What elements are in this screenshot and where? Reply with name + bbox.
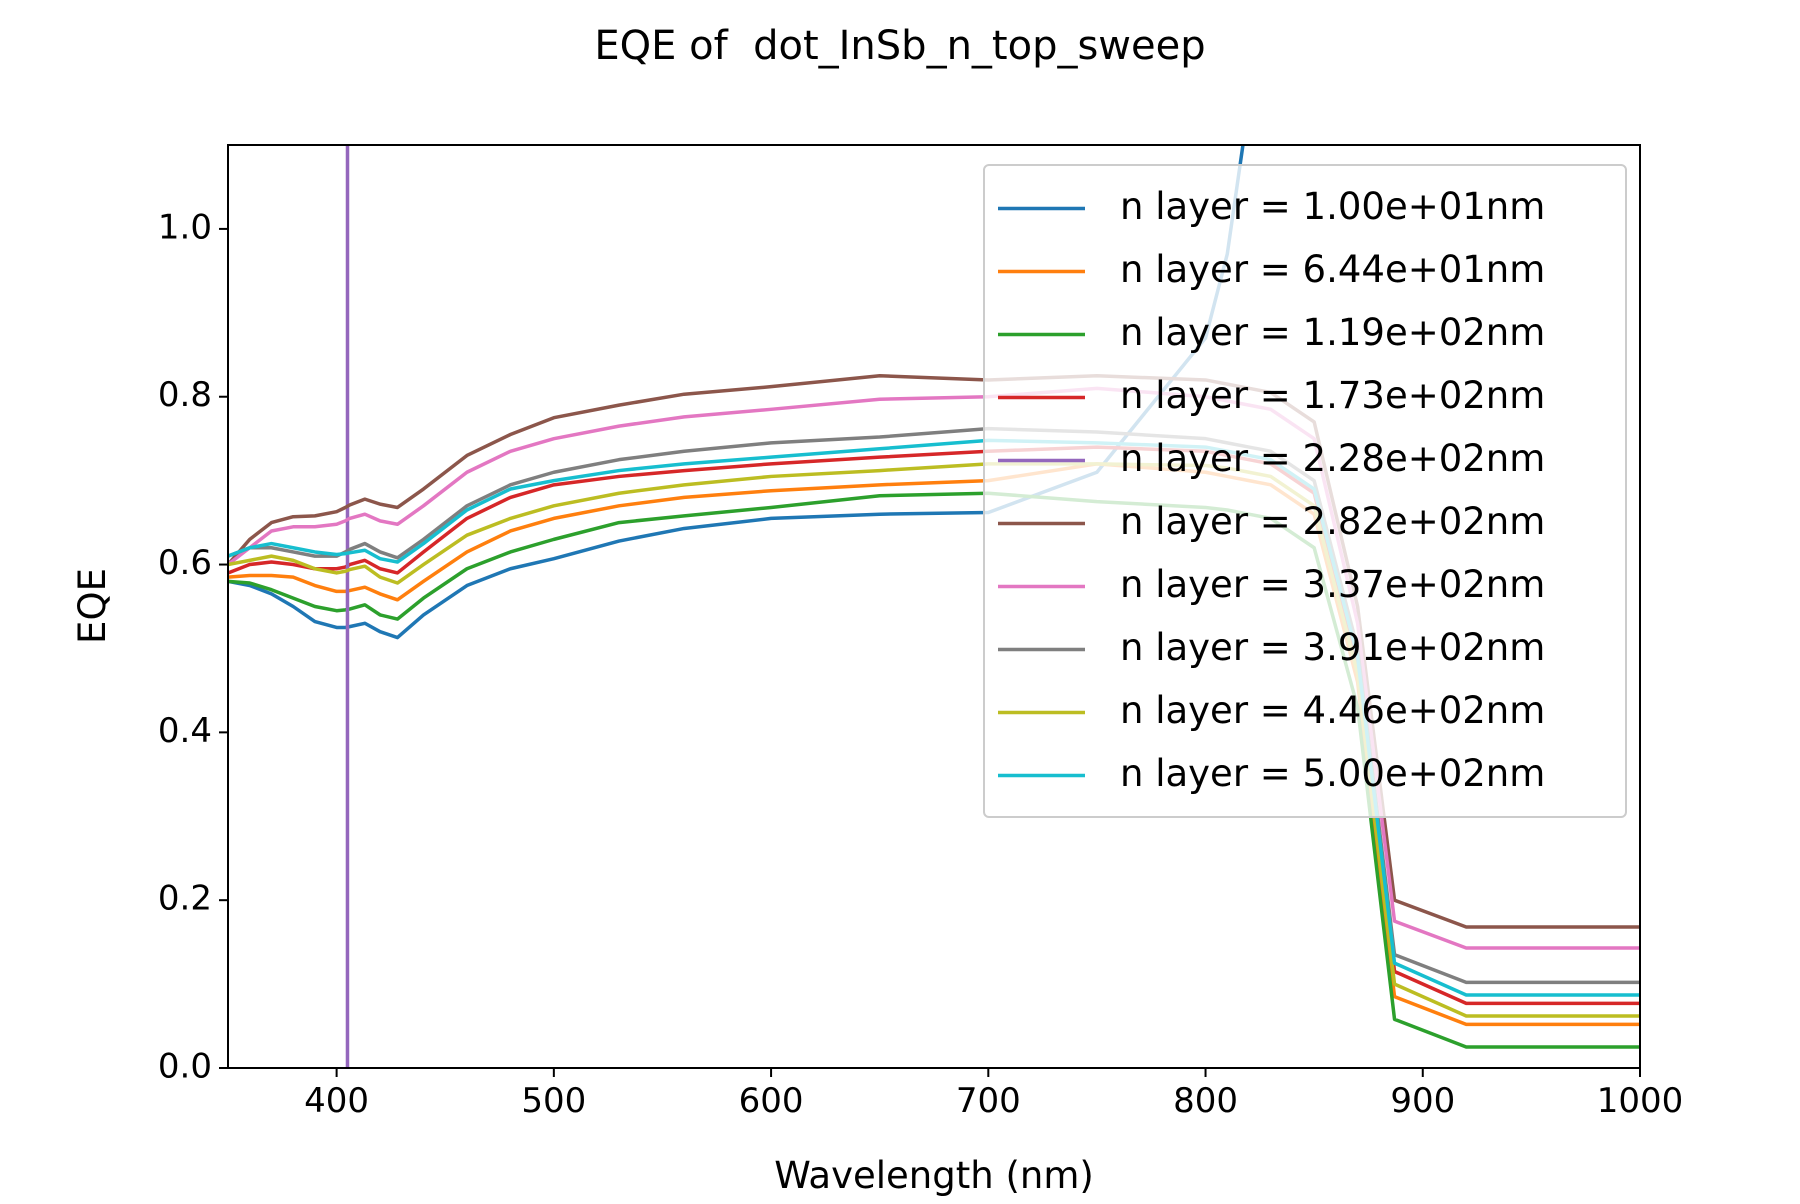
x-tick-label: 500 [521,1081,586,1121]
y-tick-label: 1.0 [158,207,212,247]
y-tick-label: 0.0 [158,1047,212,1087]
x-tick-label: 800 [1173,1081,1238,1121]
legend-label: n layer = 1.73e+02nm [1120,374,1545,417]
x-tick-label: 600 [739,1081,804,1121]
legend-label: n layer = 4.46e+02nm [1120,689,1545,732]
chart-title: EQE of dot_InSb_n_top_sweep [594,23,1205,69]
x-tick-label: 900 [1390,1081,1455,1121]
y-tick-label: 0.8 [158,375,212,415]
legend-label: n layer = 2.82e+02nm [1120,500,1545,543]
plot-frame [227,144,1641,1069]
legend-label: n layer = 3.91e+02nm [1120,626,1545,669]
legend-label: n layer = 2.28e+02nm [1120,437,1545,480]
legend-box [983,164,1627,818]
series-line [345,145,350,1068]
legend-label: n layer = 1.19e+02nm [1120,311,1545,354]
legend-label: n layer = 1.00e+01nm [1120,185,1545,228]
y-tick-label: 0.2 [158,879,212,919]
legend-label: n layer = 5.00e+02nm [1120,752,1545,795]
x-tick-label: 700 [956,1081,1021,1121]
legend-label: n layer = 6.44e+01nm [1120,248,1545,291]
y-tick-label: 0.6 [158,543,212,583]
x-axis-label: Wavelength (nm) [774,1154,1094,1197]
y-axis-label: EQE [71,568,114,644]
y-tick-label: 0.4 [158,711,212,751]
x-tick-label: 1000 [1597,1081,1684,1121]
plot-lines [228,145,1640,1068]
legend-label: n layer = 3.37e+02nm [1120,563,1545,606]
ticks: 0.0 0.2 0.4 0.6 0.8 1.0 400 500 600 700 800 900 1000 [158,207,1683,1121]
x-tick-label: 400 [304,1081,369,1121]
legend: n layer = 1.00e+01nm n layer = 6.44e+01nm… [983,164,1627,818]
